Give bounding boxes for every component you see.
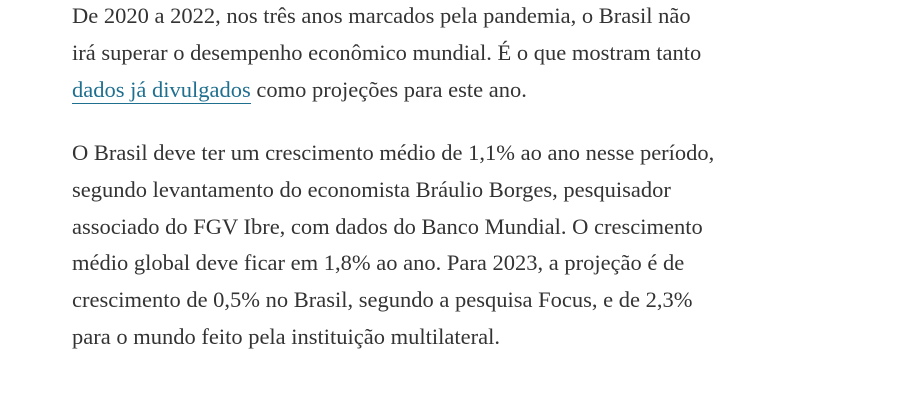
text: como projeções para este ano.: [256, 76, 527, 102]
text-line: crescimento de 0,5% no Brasil, segundo a…: [72, 287, 693, 313]
text-line: associado do FGV Ibre, com dados do Banc…: [72, 213, 703, 239]
text-line: segundo levantamento do economista Brául…: [72, 176, 671, 202]
paragraph: O Brasil deve ter um crescimento médio d…: [72, 135, 714, 356]
text-line: médio global deve ficar em 1,8% ao ano. …: [72, 250, 685, 276]
text-line: para o mundo feito pela instituição mult…: [72, 323, 500, 349]
text-line: O Brasil deve ter um crescimento médio d…: [72, 140, 715, 165]
text-line: irá superar o desempenho econômico mundi…: [72, 39, 702, 65]
paragraph: De 2020 a 2022, nos três anos marcados p…: [72, 0, 701, 108]
link[interactable]: dados já divulgados: [72, 76, 251, 104]
text-line: De 2020 a 2022, nos três anos marcados p…: [72, 3, 691, 28]
text-line: dados já divulgados como projeções para …: [72, 72, 701, 109]
